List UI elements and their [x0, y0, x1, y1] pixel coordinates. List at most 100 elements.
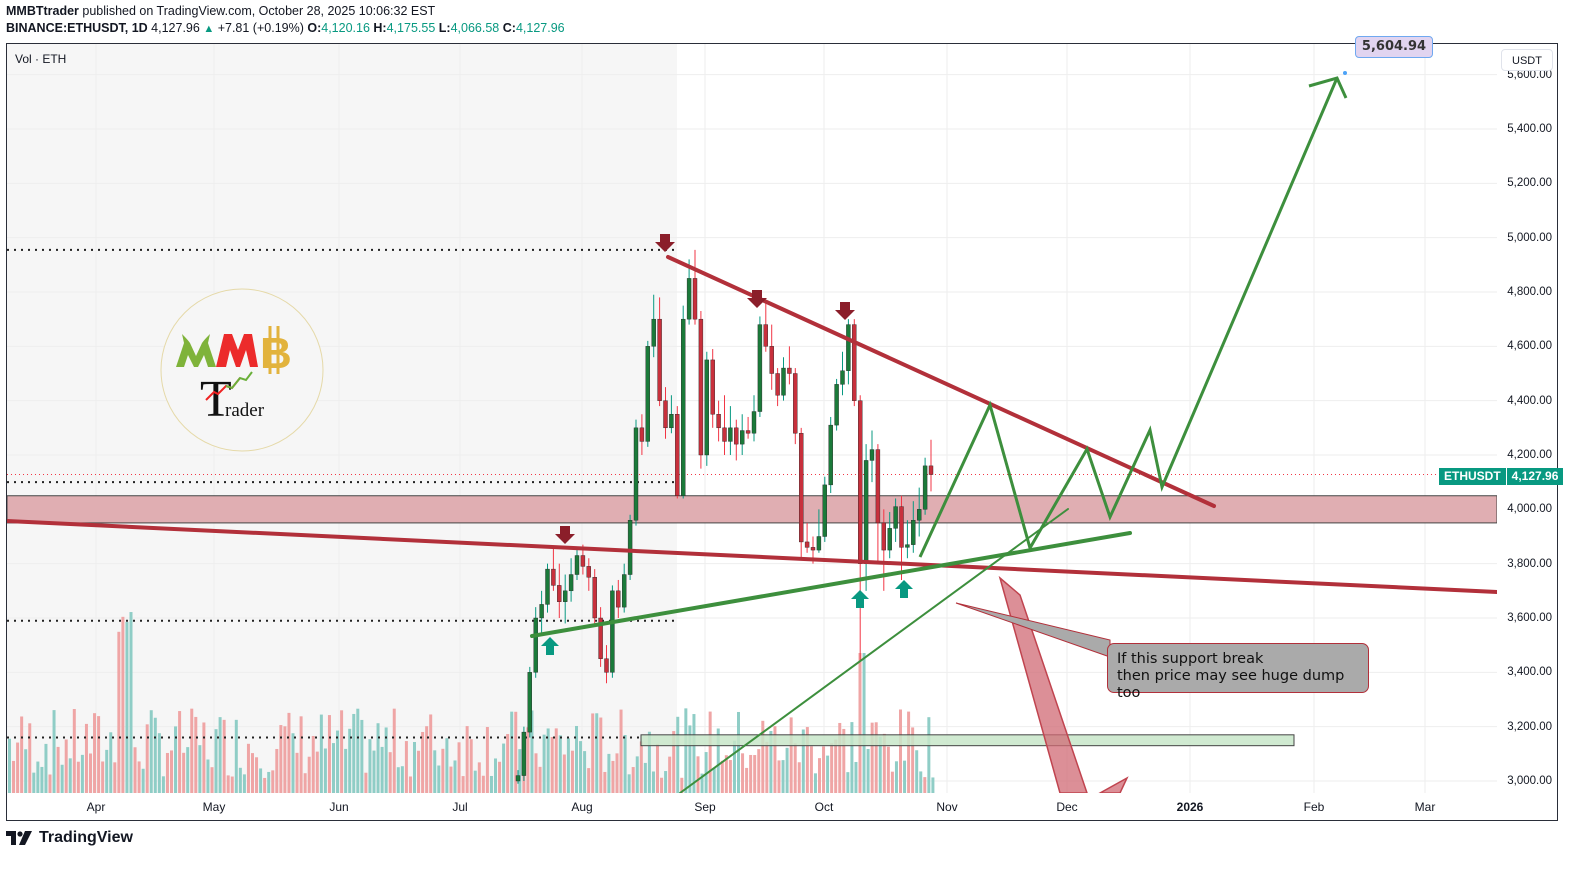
price-change: +7.81 (+0.19%) — [217, 21, 304, 35]
low-value: 4,066.58 — [450, 21, 500, 35]
candle-up — [922, 465, 928, 510]
volume-bar — [643, 762, 647, 793]
volume-bar — [255, 757, 259, 793]
up-arrow-icon — [851, 590, 869, 608]
volume-bar — [619, 709, 623, 793]
volume-bar — [846, 772, 850, 793]
candle-down — [592, 577, 597, 619]
volume-bar — [291, 733, 295, 793]
volume-bar — [93, 713, 97, 793]
mmb-trader-logo: B T rader — [160, 288, 324, 452]
volume-bar — [352, 713, 356, 793]
volume-bar — [295, 752, 299, 793]
volume-bar — [737, 711, 740, 793]
support-break-callout[interactable]: If this support break then price may see… — [1107, 643, 1369, 701]
volume-bar — [838, 722, 842, 793]
volume-bar — [818, 758, 821, 793]
volume-bar — [692, 714, 696, 793]
publisher-name: MMBTtrader — [6, 4, 79, 18]
candle-up — [751, 411, 757, 434]
volume-bar — [886, 746, 890, 793]
thin-uptrend-line — [679, 508, 1069, 793]
volume-bar — [157, 733, 161, 793]
low-label: L: — [438, 21, 451, 35]
candle-up — [539, 604, 544, 619]
time-label: 2026 — [1176, 800, 1204, 814]
volume-bar — [113, 762, 117, 793]
volume-bar — [453, 760, 457, 793]
volume-bar — [76, 761, 80, 793]
volume-bar — [899, 709, 902, 793]
volume-bar — [133, 747, 137, 793]
volume-bar — [109, 732, 113, 793]
volume-bar — [465, 726, 469, 793]
volume-bar — [182, 752, 186, 793]
candle-down — [586, 566, 591, 578]
volume-bar — [315, 751, 319, 793]
price-axis[interactable]: 5,600.00 5,400.00 5,200.00 5,000.00 4,800.00… — [1497, 43, 1558, 793]
volume-bar — [720, 760, 724, 793]
down-arrow-icon — [555, 526, 575, 544]
chart-frame[interactable] — [6, 43, 1558, 821]
volume-bar — [170, 750, 173, 793]
volume-bar — [603, 771, 607, 793]
up-arrow-icon — [895, 580, 913, 598]
volume-bar — [890, 771, 894, 793]
volume-bar — [149, 710, 153, 793]
volume-bar — [356, 708, 360, 793]
volume-bar — [708, 711, 712, 793]
volume-bars — [8, 612, 935, 793]
candle-down — [639, 427, 645, 442]
time-label: Dec — [1056, 800, 1078, 814]
volume-bar — [40, 766, 44, 793]
volume-bar — [696, 756, 700, 793]
price-tick: 3,800.00 — [1507, 557, 1552, 570]
volume-bar — [753, 755, 757, 793]
volume-bar — [579, 741, 583, 793]
symbol-label: BINANCE:ETHUSDT, 1D — [6, 21, 148, 35]
tradingview-logo-icon — [6, 831, 32, 845]
volume-bar — [413, 741, 416, 793]
volume-bar — [878, 736, 882, 793]
candle-up — [822, 484, 827, 537]
volume-bar — [911, 727, 915, 793]
projection-arrowhead-icon — [1308, 76, 1348, 99]
candle-down — [799, 433, 804, 543]
candle-up — [568, 574, 574, 592]
candle-down — [722, 427, 727, 442]
volume-bar — [842, 728, 846, 793]
candle-up — [905, 544, 910, 548]
volume-bar — [510, 711, 514, 793]
volume-bar — [246, 743, 250, 793]
candle-down — [745, 430, 751, 434]
volume-bar — [862, 653, 866, 793]
candle-up — [834, 384, 839, 426]
volume-bar — [32, 772, 36, 793]
volume-bar — [647, 731, 651, 793]
candle-down — [810, 547, 816, 551]
time-axis[interactable]: Apr May Jun Jul Aug Sep Oct Nov Dec 2026 Feb Mar — [6, 793, 1497, 820]
volume-bar — [218, 717, 222, 793]
volume-bar — [591, 713, 595, 793]
last-price-symbol: ETHUSDT — [1439, 468, 1506, 485]
volume-bar — [234, 719, 238, 793]
currency-unit-button[interactable]: USDT — [1501, 49, 1553, 71]
volume-indicator-label[interactable]: Vol · ETH — [15, 52, 67, 66]
price-tick: 3,000.00 — [1507, 775, 1552, 787]
down-arrow-icon — [747, 290, 767, 308]
volume-bar — [344, 748, 348, 793]
tradingview-logo[interactable]: TradingView — [6, 829, 133, 847]
high-label: H: — [373, 21, 387, 35]
candle-up — [633, 427, 639, 521]
target-price-label[interactable]: 5,604.94 — [1355, 36, 1433, 58]
volume-bar — [376, 723, 380, 793]
candle-down — [716, 414, 721, 429]
volume-bar — [558, 735, 562, 793]
candle-up — [610, 590, 615, 673]
volume-bar — [60, 764, 64, 793]
volume-bar — [550, 737, 554, 793]
volume-bar — [858, 653, 862, 793]
volume-bar — [566, 738, 570, 793]
volume-bar — [388, 752, 392, 793]
